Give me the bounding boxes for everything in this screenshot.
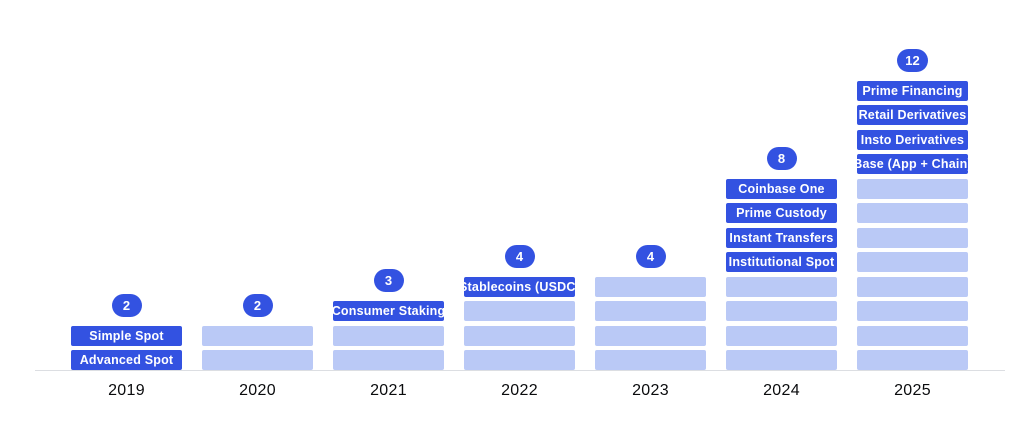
new-product-bar: Insto Derivatives (857, 129, 968, 150)
new-product-bar: Retail Derivatives (857, 105, 968, 125)
new-product-bar: Institutional Spot (726, 252, 837, 272)
year-column: 4 Stablecoins (USDC) (459, 244, 580, 370)
existing-product-bar (595, 350, 706, 370)
new-product-bar: Base (App + Chain) (853, 154, 972, 174)
existing-product-bar (595, 301, 706, 321)
existing-product-bar (726, 301, 837, 321)
axis-year-label: 2025 (894, 382, 931, 399)
bar-stack (595, 276, 706, 370)
bar-stack: Consumer Staking (332, 301, 445, 370)
bar-stack: Simple Spot Advanced Spot (71, 325, 182, 370)
existing-product-bar (726, 350, 837, 370)
year-column: 8 Coinbase One Prime Custody Instant Trans… (726, 146, 837, 370)
existing-product-bar (857, 203, 968, 223)
x-axis-line (35, 370, 1005, 371)
year-column: 2 Simple Spot Advanced Spot (71, 293, 182, 370)
new-product-bar: Prime Financing (857, 80, 968, 101)
existing-product-bar (595, 325, 706, 346)
axis-year-label: 2019 (108, 382, 145, 399)
existing-product-bar (595, 276, 706, 297)
new-product-bar: Prime Custody (726, 203, 837, 223)
existing-product-bar (857, 301, 968, 321)
bar-stack: Prime Financing Retail Derivatives Insto D… (853, 80, 972, 370)
existing-product-bar (333, 325, 444, 346)
count-badge: 2 (242, 293, 273, 317)
new-product-bar: Coinbase One (726, 178, 837, 199)
new-product-bar: Advanced Spot (71, 350, 182, 370)
new-product-bar: Stablecoins (USDC) (459, 276, 580, 297)
year-column: 3 Consumer Staking (332, 269, 445, 370)
bar-stack (202, 325, 313, 370)
year-column: 4 (595, 244, 706, 370)
bar-stack: Coinbase One Prime Custody Instant Transfe… (726, 178, 837, 370)
existing-product-bar (726, 325, 837, 346)
new-product-bar: Consumer Staking (332, 301, 445, 321)
existing-product-bar (202, 350, 313, 370)
new-product-bar: Simple Spot (71, 325, 182, 346)
bar-stack: Stablecoins (USDC) (459, 276, 580, 370)
existing-product-bar (464, 325, 575, 346)
axis-year-label: 2024 (763, 382, 800, 399)
existing-product-bar (857, 276, 968, 297)
count-badge: 4 (504, 244, 535, 268)
year-column: 12 Prime Financing Retail Derivatives Inst… (853, 48, 972, 370)
existing-product-bar (857, 178, 968, 199)
existing-product-bar (464, 301, 575, 321)
existing-product-bar (857, 325, 968, 346)
existing-product-bar (726, 276, 837, 297)
existing-product-bar (333, 350, 444, 370)
axis-year-label: 2023 (632, 382, 669, 399)
existing-product-bar (464, 350, 575, 370)
existing-product-bar (202, 325, 313, 346)
count-badge: 4 (635, 244, 666, 268)
count-badge: 8 (766, 146, 797, 170)
axis-year-label: 2022 (501, 382, 538, 399)
existing-product-bar (857, 350, 968, 370)
existing-product-bar (857, 252, 968, 272)
existing-product-bar (857, 227, 968, 248)
count-badge: 2 (111, 293, 142, 317)
axis-year-label: 2020 (239, 382, 276, 399)
axis-year-label: 2021 (370, 382, 407, 399)
new-product-bar: Instant Transfers (726, 227, 837, 248)
count-badge: 3 (373, 269, 404, 292)
count-badge: 12 (897, 48, 928, 72)
year-column: 2 (202, 293, 313, 370)
